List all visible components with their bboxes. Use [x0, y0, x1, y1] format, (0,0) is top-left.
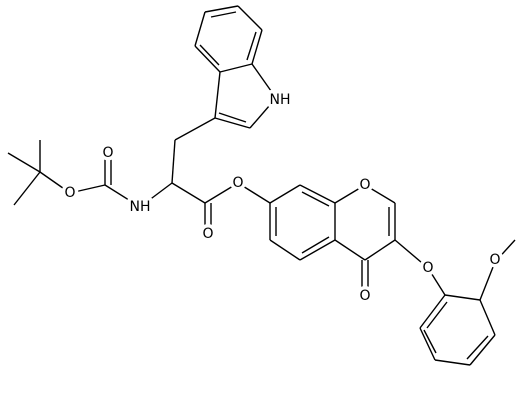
atom-label: O	[202, 226, 213, 242]
atom-label: O	[102, 145, 113, 161]
atom-label: O	[359, 288, 370, 304]
atom-label: O	[422, 260, 433, 276]
atom-label: O	[359, 177, 370, 193]
bonds	[7, 5, 516, 366]
atom-label: O	[64, 185, 75, 201]
atom-label: O	[489, 252, 500, 268]
atom-label: NH	[130, 199, 151, 215]
atom-label: NH	[270, 92, 291, 108]
atom-label: O	[232, 175, 243, 191]
